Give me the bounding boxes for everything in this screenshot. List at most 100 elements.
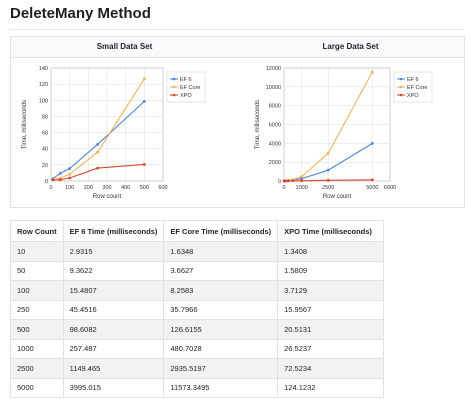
table-cell: 2.9315 bbox=[62, 241, 165, 262]
data-point bbox=[300, 179, 304, 183]
data-point bbox=[300, 175, 304, 178]
y-tick-label: 20 bbox=[42, 163, 48, 169]
data-point bbox=[370, 178, 374, 182]
legend-label: EF Core bbox=[407, 85, 427, 91]
y-tick-label: 8000 bbox=[269, 104, 281, 110]
x-tick-label: 200 bbox=[84, 185, 93, 191]
legend-marker bbox=[172, 77, 176, 81]
table-cell: 257.487 bbox=[62, 338, 165, 359]
x-tick-label: 6000 bbox=[384, 185, 396, 191]
table-cell: 11573.3495 bbox=[163, 377, 279, 398]
table-cell: 2500 bbox=[10, 358, 64, 379]
y-tick-label: 6000 bbox=[269, 123, 281, 129]
y-tick-label: 0 bbox=[278, 179, 281, 185]
table-cell: 124.1232 bbox=[277, 377, 385, 398]
table-cell: 1.6348 bbox=[163, 241, 279, 262]
table-row: 500 98.6082 126.6155 20.5131 bbox=[10, 319, 385, 340]
table-cell: 3.6627 bbox=[163, 260, 279, 281]
table-cell: 15.9567 bbox=[277, 299, 385, 320]
legend-box bbox=[166, 71, 206, 103]
table-cell: 480.7028 bbox=[163, 338, 279, 359]
y-tick-label: 10000 bbox=[266, 85, 281, 91]
data-point bbox=[51, 178, 55, 182]
small-data-chart-panel: Small Data Set 0 20 40 60 80 100 120 140 0 100 200… bbox=[10, 36, 239, 208]
table-row: 10 2.9315 1.6348 1.3408 bbox=[10, 241, 385, 262]
timing-table: Row Count EF 6 Time (milliseconds) EF Co… bbox=[10, 220, 385, 398]
large-data-chart-title: Large Data Set bbox=[237, 37, 464, 58]
x-tick-label: 100 bbox=[65, 185, 74, 191]
x-tick-label: 1000 bbox=[296, 185, 308, 191]
page-title: DeleteMany Method bbox=[10, 5, 151, 22]
legend-label: XPO bbox=[407, 93, 419, 99]
data-point bbox=[96, 150, 100, 154]
y-tick-label: 80 bbox=[42, 114, 48, 120]
y-tick-label: 4000 bbox=[269, 141, 281, 147]
y-tick-label: 140 bbox=[39, 66, 48, 72]
data-point bbox=[96, 166, 100, 170]
data-point bbox=[284, 179, 288, 183]
data-point bbox=[370, 70, 374, 74]
table-cell: 1149.465 bbox=[62, 358, 165, 379]
legend-marker bbox=[399, 93, 403, 97]
data-point bbox=[326, 151, 330, 155]
table-cell: 45.4516 bbox=[62, 299, 165, 320]
data-point bbox=[291, 179, 295, 183]
table-cell: 3.7129 bbox=[277, 280, 385, 301]
x-tick-label: 300 bbox=[102, 185, 111, 191]
table-cell: 100 bbox=[10, 280, 64, 301]
table-row: 5000 3995.015 11573.3495 124.1232 bbox=[10, 377, 385, 398]
data-point bbox=[300, 177, 304, 180]
table-row: 100 15.4807 8.2583 3.7129 bbox=[10, 280, 385, 301]
large-data-chart-panel: Large Data Set 0 2000 4000 6000 8000 10000 120… bbox=[237, 36, 465, 208]
x-tick-label: 600 bbox=[158, 185, 167, 191]
legend-marker bbox=[172, 85, 176, 89]
table-cell: 8.2583 bbox=[163, 280, 279, 301]
table-cell: 3995.015 bbox=[62, 377, 165, 398]
data-point bbox=[326, 168, 330, 172]
x-axis-label: Row count bbox=[93, 194, 122, 200]
table-cell: 20.5131 bbox=[277, 319, 385, 340]
data-point bbox=[142, 77, 146, 81]
legend-marker bbox=[399, 77, 403, 81]
header-ef6-time: EF 6 Time (milliseconds) bbox=[62, 220, 165, 242]
y-tick-label: 2000 bbox=[269, 160, 281, 166]
data-point bbox=[370, 141, 374, 145]
legend-marker bbox=[172, 93, 176, 97]
legend-label: XPO bbox=[180, 93, 192, 99]
table-cell: 26.5237 bbox=[277, 338, 385, 359]
data-point bbox=[287, 179, 290, 183]
table-row: 250 45.4516 35.7966 15.9567 bbox=[10, 299, 385, 320]
table-cell: 98.6082 bbox=[62, 319, 165, 340]
table-row: 50 9.3622 3.6627 1.5809 bbox=[10, 260, 385, 281]
table-cell: 2935.5197 bbox=[163, 358, 279, 379]
table-cell: 10 bbox=[10, 241, 64, 262]
y-tick-label: 40 bbox=[42, 147, 48, 153]
legend-marker bbox=[399, 85, 403, 89]
table-cell: 1000 bbox=[10, 338, 64, 359]
data-point bbox=[142, 163, 146, 166]
table-header-row: Row Count EF 6 Time (milliseconds) EF Co… bbox=[10, 220, 385, 242]
title-divider bbox=[10, 29, 464, 30]
data-point bbox=[96, 142, 100, 146]
y-axis-label: Time, milliseconds bbox=[22, 100, 28, 149]
y-tick-label: 12000 bbox=[266, 66, 281, 72]
y-tick-label: 60 bbox=[42, 131, 48, 137]
x-tick-label: 5000 bbox=[366, 185, 378, 191]
small-data-chart-title: Small Data Set bbox=[11, 37, 238, 58]
header-xpo-time: XPO Time (milliseconds) bbox=[277, 220, 385, 242]
small-data-chart: 0 20 40 60 80 100 120 140 0 100 200 300 400 500 600 Row… bbox=[22, 66, 206, 200]
x-tick-label: 0 bbox=[282, 185, 285, 191]
table-row: 1000 257.487 480.7028 26.5237 bbox=[10, 338, 385, 359]
data-point bbox=[58, 178, 62, 182]
data-point bbox=[326, 178, 330, 182]
data-point bbox=[68, 167, 72, 170]
y-tick-label: 0 bbox=[45, 179, 48, 185]
table-cell: 72.5234 bbox=[277, 358, 385, 379]
table-cell: 126.6155 bbox=[163, 319, 279, 340]
y-tick-label: 120 bbox=[39, 82, 48, 88]
x-tick-label: 2500 bbox=[322, 185, 334, 191]
data-point bbox=[68, 172, 72, 176]
header-efcore-time: EF Core Time (milliseconds) bbox=[163, 220, 279, 242]
y-tick-label: 100 bbox=[39, 98, 48, 104]
y-axis-label: Time, milliseconds bbox=[255, 100, 261, 149]
